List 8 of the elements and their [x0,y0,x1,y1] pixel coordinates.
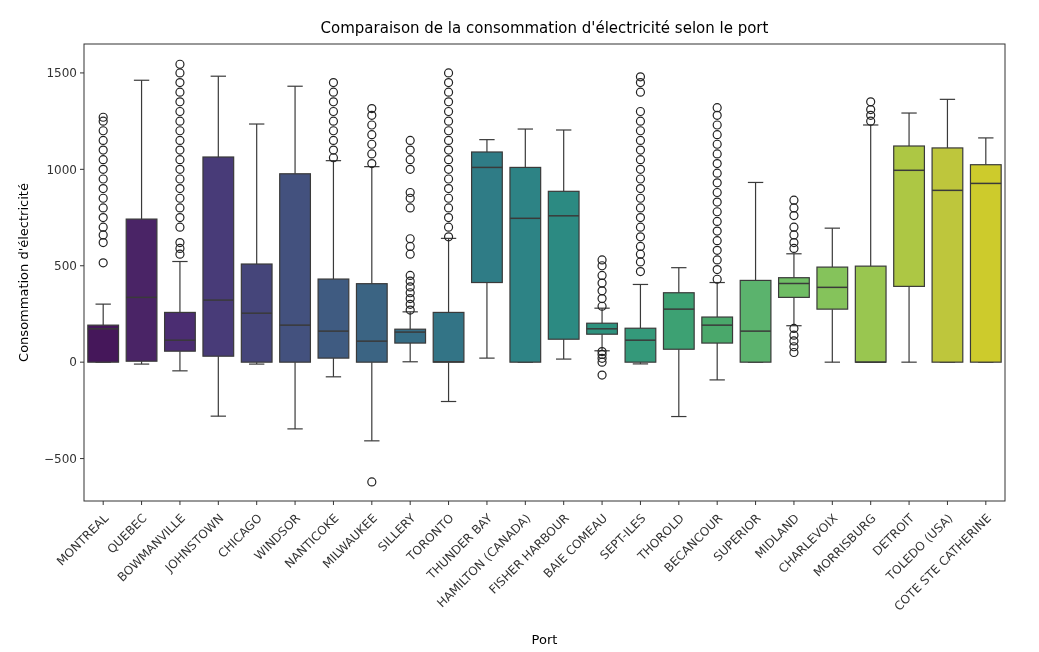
y-tick-label: 0 [69,355,77,370]
y-tick-label: −500 [44,451,77,466]
y-tick-label: 1500 [46,66,77,81]
chart-title: Comparaison de la consommation d'électricité selon le port [320,19,769,37]
y-tick-label: 500 [54,258,77,273]
y-tick-label: 1000 [46,162,77,177]
x-axis-title: Port [531,632,558,647]
y-axis-title: Consommation d'électricité [16,183,31,362]
